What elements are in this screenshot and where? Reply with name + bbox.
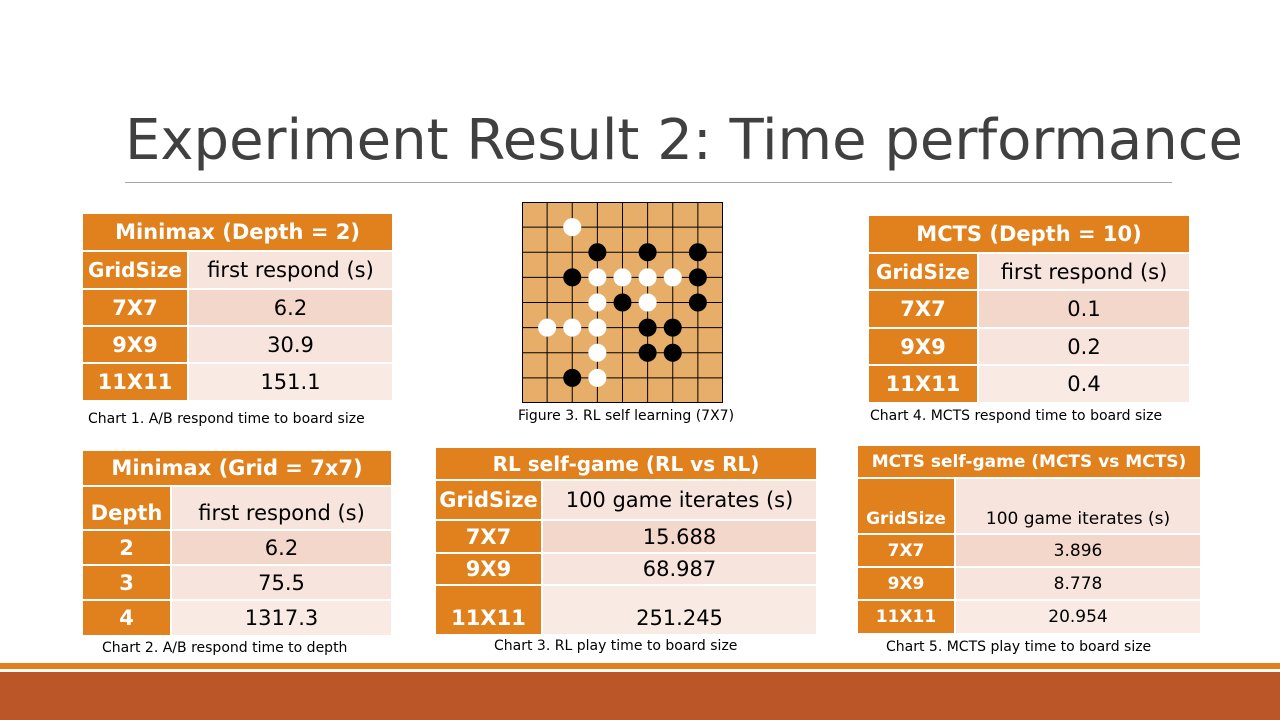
black-stone	[663, 318, 682, 337]
white-stone	[663, 268, 682, 287]
footer-bar	[0, 672, 1280, 720]
table-title: MCTS self-game (MCTS vs MCTS)	[856, 444, 1202, 479]
row-label: 7X7	[867, 289, 979, 329]
black-stone	[563, 368, 582, 387]
row-label: 11X11	[856, 599, 956, 635]
row-label: 9X9	[867, 327, 979, 366]
black-stone	[688, 293, 707, 312]
white-stone	[613, 268, 632, 287]
table-cell: 75.5	[169, 564, 394, 601]
row-label: 9X9	[434, 552, 543, 586]
row-label: 9X9	[81, 325, 189, 364]
chart2-caption: Chart 2. A/B respond time to depth	[102, 640, 348, 656]
white-stone	[563, 318, 582, 337]
chart5-caption: Chart 5. MCTS play time to board size	[886, 639, 1152, 655]
column-header: Depth	[81, 485, 172, 531]
mcts-depth-table: MCTS (Depth = 10) GridSize first respond …	[867, 214, 1191, 404]
row-label: 11X11	[434, 584, 543, 636]
row-label: 11X11	[867, 364, 979, 404]
black-stone	[613, 293, 632, 312]
column-header: first respond (s)	[977, 252, 1191, 291]
black-stone	[563, 268, 582, 287]
row-label: 3	[81, 564, 172, 601]
minimax-grid-table: Minimax (Grid = 7x7) Depth first respond …	[80, 449, 394, 637]
table-cell: 30.9	[187, 325, 394, 364]
column-header: GridSize	[81, 250, 189, 290]
column-header: GridSize	[434, 479, 543, 521]
row-label: 9X9	[856, 566, 956, 601]
table-title: Minimax (Grid = 7x7)	[80, 449, 394, 487]
title-divider	[125, 182, 1172, 183]
column-header: first respond (s)	[187, 250, 394, 290]
black-stone	[588, 243, 607, 262]
white-stone	[563, 218, 582, 237]
figure3-caption: Figure 3. RL self learning (7X7)	[518, 408, 735, 424]
slide-title: Experiment Result 2: Time performance	[125, 108, 1243, 173]
chart1-caption: Chart 1. A/B respond time to board size	[88, 411, 365, 427]
white-stone	[588, 293, 607, 312]
chart3-caption: Chart 3. RL play time to board size	[494, 638, 738, 654]
chart4-caption: Chart 4. MCTS respond time to board size	[870, 408, 1163, 424]
row-label: 7X7	[434, 519, 543, 554]
column-header: 100 game iterates (s)	[954, 477, 1202, 535]
table-cell: 0.4	[977, 364, 1191, 404]
table-cell: 6.2	[169, 529, 394, 566]
row-label: 4	[81, 599, 172, 637]
table-cell: 15.688	[540, 519, 819, 554]
table-title: MCTS (Depth = 10)	[867, 214, 1191, 254]
column-header: GridSize	[856, 477, 956, 535]
table-cell: 8.778	[954, 566, 1202, 601]
black-stone	[688, 243, 707, 262]
white-stone	[588, 343, 607, 362]
row-label: 2	[81, 529, 172, 566]
black-stone	[638, 343, 657, 362]
table-title: Minimax (Depth = 2)	[81, 212, 394, 252]
table-cell: 0.2	[977, 327, 1191, 366]
table-cell: 151.1	[187, 362, 394, 402]
white-stone	[588, 318, 607, 337]
table-cell: 251.245	[540, 584, 819, 636]
black-stone	[663, 343, 682, 362]
black-stone	[688, 268, 707, 287]
column-header: 100 game iterates (s)	[540, 479, 819, 521]
black-stone	[638, 243, 657, 262]
row-label: 11X11	[81, 362, 189, 402]
white-stone	[538, 318, 557, 337]
footer-accent-line	[0, 663, 1280, 669]
white-stone	[638, 293, 657, 312]
black-stone	[638, 318, 657, 337]
white-stone	[588, 368, 607, 387]
column-header: GridSize	[867, 252, 979, 291]
white-stone	[638, 268, 657, 287]
rl-self-game-table: RL self-game (RL vs RL) GridSize 100 game…	[433, 446, 819, 636]
table-cell: 6.2	[187, 288, 394, 327]
white-stone	[588, 268, 607, 287]
table-cell: 1317.3	[169, 599, 394, 637]
go-board-figure	[522, 202, 723, 403]
mcts-self-game-table: MCTS self-game (MCTS vs MCTS) GridSize 10…	[856, 444, 1202, 635]
column-header: first respond (s)	[169, 485, 394, 531]
table-cell: 0.1	[977, 289, 1191, 329]
table-cell: 3.896	[954, 533, 1202, 568]
row-label: 7X7	[81, 288, 189, 327]
minimax-depth-table: Minimax (Depth = 2) GridSize first respon…	[81, 212, 394, 402]
table-cell: 20.954	[954, 599, 1202, 635]
table-title: RL self-game (RL vs RL)	[433, 446, 819, 481]
table-cell: 68.987	[540, 552, 819, 586]
row-label: 7X7	[856, 533, 956, 568]
